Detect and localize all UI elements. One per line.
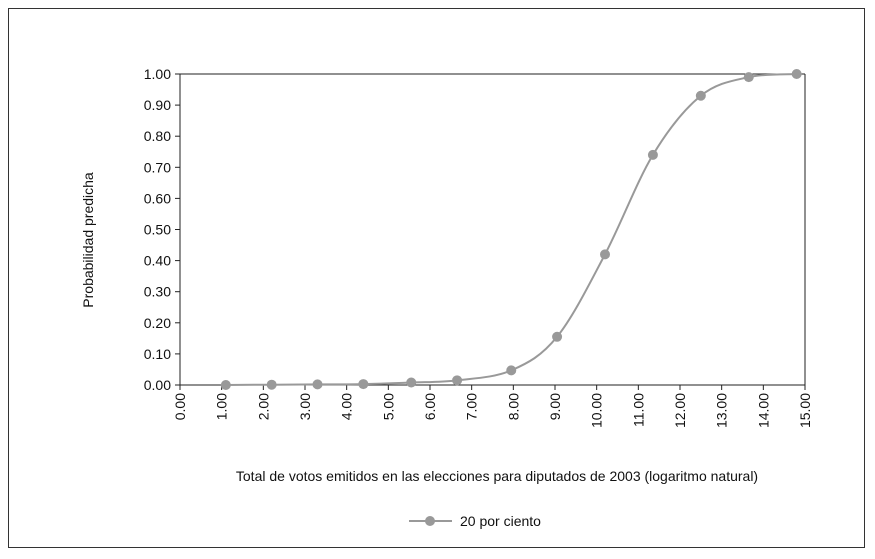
x-tick-label: 10.00 (589, 393, 605, 428)
x-tick-label: 15.00 (797, 393, 813, 428)
data-point (406, 377, 417, 388)
data-point (695, 90, 706, 101)
y-tick-label: 0.60 (144, 190, 171, 206)
data-point (647, 149, 658, 160)
data-point (358, 379, 369, 390)
y-tick-label: 1.00 (144, 66, 171, 82)
data-point (600, 249, 610, 260)
x-tick-label: 7.00 (464, 393, 480, 420)
x-tick-label: 3.00 (297, 393, 313, 420)
legend-marker (425, 516, 435, 526)
y-axis-title: Probabilidad predicha (80, 172, 96, 308)
x-tick-label: 14.00 (755, 393, 771, 428)
x-tick-label: 8.00 (505, 393, 521, 420)
y-tick-label: 0.00 (144, 377, 171, 393)
data-point (452, 375, 463, 386)
chart-frame (8, 8, 865, 548)
data-point (312, 379, 323, 390)
data-point (266, 379, 277, 390)
x-tick-label: 13.00 (714, 393, 730, 428)
x-tick-label: 4.00 (339, 393, 355, 420)
y-tick-label: 0.10 (144, 346, 171, 362)
x-tick-label: 5.00 (380, 393, 396, 420)
data-point (743, 72, 754, 83)
plot-area: 0.00 0.10 0.20 0.30 0.40 0.50 0.60 0.70 0.80 0.90… (80, 66, 813, 529)
x-tick-label: 1.00 (214, 393, 230, 420)
legend-label: 20 por ciento (460, 513, 541, 529)
x-tick-label: 12.00 (672, 393, 688, 428)
x-tick-label: 9.00 (547, 393, 563, 420)
x-tick-label: 11.00 (630, 393, 646, 427)
y-tick-label: 0.80 (144, 128, 171, 144)
y-tick-label: 0.50 (144, 222, 171, 238)
y-tick-label: 0.30 (144, 284, 171, 300)
x-tick-label: 0.00 (172, 393, 188, 420)
y-tick-label: 0.70 (144, 159, 171, 175)
y-tick-label: 0.90 (144, 97, 171, 113)
data-point (791, 69, 802, 79)
data-point (220, 380, 231, 390)
data-point (552, 331, 563, 342)
x-axis-title: Total de votos emitidos en las eleccione… (236, 468, 758, 484)
y-tick-label: 0.20 (144, 315, 171, 331)
x-tick-label: 6.00 (422, 393, 438, 420)
x-tick-label: 2.00 (255, 393, 271, 420)
data-point (506, 365, 517, 376)
y-tick-label: 0.40 (144, 253, 171, 269)
series-line (225, 73, 797, 386)
